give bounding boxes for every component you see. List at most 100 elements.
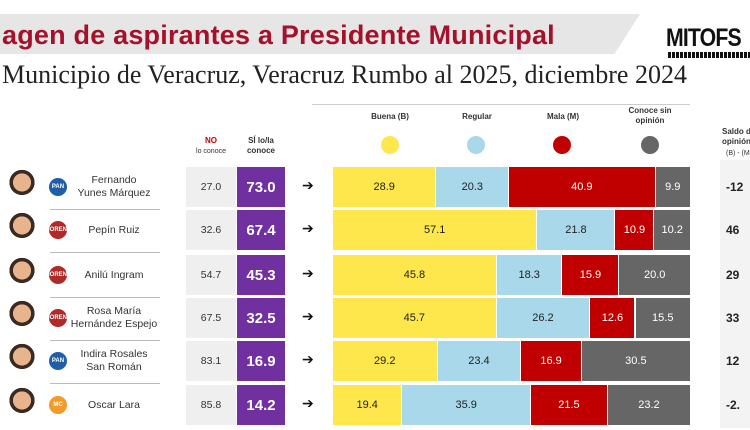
candidate-row: MORENA Anilú Ingram 54.7 45.3 ➔ 45.8 18.3… [0, 255, 750, 298]
opinion-bar: 45.8 18.3 15.9 20.0 [333, 255, 691, 295]
opinion-bar: 19.4 35.9 21.5 23.2 [333, 385, 691, 425]
legend-dot-mala [553, 136, 571, 154]
opinion-bar: 28.9 20.3 40.9 9.9 [333, 167, 691, 207]
candidate-name: Pepín Ruiz [70, 210, 158, 250]
bar-segment-buena: 28.9 [333, 167, 437, 207]
bar-segment-regular: 35.9 [402, 385, 531, 425]
candidate-row: PAN Indira Rosales San Román 83.1 16.9 ➔ … [0, 341, 750, 384]
bar-segment-sin-opinion: 9.9 [655, 167, 691, 207]
chart-subtitle: Municipio de Veracruz, Veracruz Rumbo al… [2, 60, 687, 89]
name-line-1: Fernando [91, 174, 137, 186]
opinion-bar: 57.1 21.8 10.9 10.2 [333, 210, 691, 250]
name-line-2: Hernández Espejo [70, 318, 158, 330]
party-logo-icon: MORENA [45, 221, 71, 239]
bar-segment-buena: 45.8 [333, 255, 497, 295]
bar-segment-regular: 21.8 [537, 210, 616, 250]
arrow-right-icon: ➔ [302, 351, 314, 367]
bar-segment-mala: 40.9 [509, 167, 656, 207]
legend-dot-sin-opinion [641, 136, 659, 154]
si-conoce-value: 45.3 [237, 255, 285, 295]
header-no: NO [205, 136, 217, 145]
candidate-name: Oscar Lara [70, 385, 158, 425]
header-rule [312, 104, 690, 105]
row-divider [50, 297, 160, 298]
candidate-name: Indira Rosales San Román [70, 341, 158, 381]
si-conoce-value: 67.4 [237, 210, 285, 250]
saldo-column [720, 160, 750, 428]
saldo-value: 33 [726, 311, 740, 325]
party-logo-icon: PAN [49, 178, 67, 196]
saldo-value: 12 [726, 354, 740, 368]
header-saldo-sub: (B) - (M) [726, 150, 750, 157]
party-logo-icon: PAN [49, 352, 67, 370]
bar-segment-regular: 23.4 [437, 341, 522, 381]
name-line-2: San Román [86, 361, 142, 373]
legend-dot-regular [467, 136, 485, 154]
bar-segment-regular: 18.3 [496, 255, 563, 295]
candidate-name: Fernando Yunes Márquez [70, 167, 158, 207]
mitofsky-logo: MITOFS [666, 24, 742, 52]
name-line-1: Anilú Ingram [84, 268, 144, 281]
chart-title: agen de aspirantes a Presidente Municipa… [2, 20, 555, 50]
legend-sin-opinion: Conoce sin opinión [628, 106, 672, 125]
candidate-row: PAN Fernando Yunes Márquez 27.0 73.0 ➔ 28… [0, 167, 750, 210]
legend-mala: Mala (M) [547, 112, 579, 121]
row-divider [50, 383, 160, 384]
header-no-sub: lo conoce [196, 148, 226, 155]
row-divider [50, 340, 160, 341]
bar-segment-sin-opinion: 23.2 [607, 385, 691, 425]
candidate-photo [4, 299, 40, 337]
si-conoce-value: 14.2 [237, 385, 285, 425]
bar-segment-buena: 29.2 [333, 341, 438, 381]
header-si: SÍ lo/la conoce [246, 136, 275, 155]
bar-segment-mala: 21.5 [530, 385, 608, 425]
name-line-1: Rosa María [86, 305, 142, 317]
bar-segment-regular: 20.3 [436, 167, 510, 207]
candidate-row: MC Oscar Lara 85.8 14.2 ➔ 19.4 35.9 21.5 23… [0, 385, 750, 425]
candidate-photo [4, 342, 40, 380]
bar-segment-mala: 12.6 [590, 298, 636, 338]
row-divider [50, 252, 160, 253]
no-conoce-value: 83.1 [186, 341, 236, 381]
legend-buena: Buena (B) [371, 112, 409, 121]
saldo-value: 29 [726, 268, 740, 282]
party-logo-icon: MORENA [45, 266, 71, 284]
opinion-bar: 29.2 23.4 16.9 30.5 [333, 341, 691, 381]
no-conoce-value: 85.8 [186, 385, 236, 425]
bar-segment-sin-opinion: 10.2 [654, 210, 691, 250]
saldo-value: -12 [726, 180, 744, 194]
candidate-photo [4, 256, 40, 294]
si-conoce-value: 73.0 [237, 167, 285, 207]
bar-segment-mala: 10.9 [615, 210, 655, 250]
name-line-2: Yunes Márquez [77, 187, 151, 199]
arrow-right-icon: ➔ [302, 395, 314, 411]
party-logo-icon: MORENA [45, 309, 71, 327]
bar-segment-sin-opinion: 20.0 [619, 255, 691, 295]
arrow-right-icon: ➔ [302, 220, 314, 236]
bar-segment-regular: 26.2 [496, 298, 591, 338]
bar-segment-buena: 45.7 [333, 298, 497, 338]
candidate-name: Anilú Ingram [70, 255, 158, 295]
candidate-row: MORENA Rosa María Hernández Espejo 67.5 3… [0, 298, 750, 341]
candidate-photo [4, 168, 40, 206]
header-saldo: Saldo de opinión [722, 127, 750, 146]
party-logo-icon: MC [49, 396, 67, 414]
name-line-1: Pepín Ruiz [88, 223, 140, 236]
saldo-value: 46 [726, 223, 740, 237]
logo-tagline [668, 52, 750, 58]
bar-segment-mala: 15.9 [562, 255, 620, 295]
candidate-name: Rosa María Hernández Espejo [70, 298, 158, 338]
title-banner [0, 14, 640, 54]
bar-segment-buena: 57.1 [333, 210, 538, 250]
opinion-bar: 45.7 26.2 12.6 15.5 [333, 298, 691, 338]
candidate-row: MORENA Pepín Ruiz 32.6 67.4 ➔ 57.1 21.8 10… [0, 210, 750, 253]
arrow-right-icon: ➔ [302, 177, 314, 193]
no-conoce-value: 32.6 [186, 210, 236, 250]
name-line-1: Indira Rosales [80, 348, 148, 360]
candidate-photo [4, 386, 40, 424]
legend-dot-buena [381, 136, 399, 154]
no-conoce-value: 67.5 [186, 298, 236, 338]
arrow-right-icon: ➔ [302, 265, 314, 281]
bar-segment-mala: 16.9 [521, 341, 582, 381]
no-conoce-value: 54.7 [186, 255, 236, 295]
